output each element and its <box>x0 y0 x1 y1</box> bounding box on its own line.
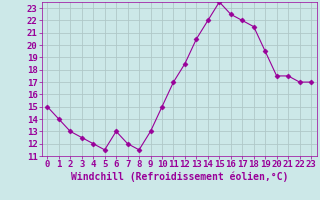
X-axis label: Windchill (Refroidissement éolien,°C): Windchill (Refroidissement éolien,°C) <box>70 172 288 182</box>
